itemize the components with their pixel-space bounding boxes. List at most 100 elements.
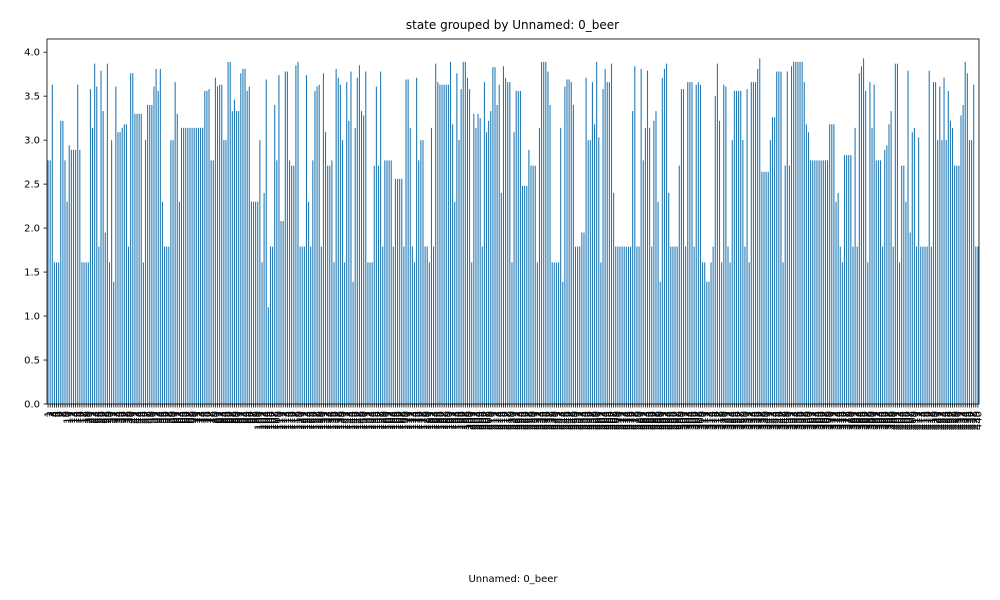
- bar: [638, 246, 640, 404]
- x-tick-label: 262: [596, 411, 607, 430]
- x-tick-label: 174: [410, 411, 421, 430]
- x-tick-label: 320: [719, 411, 730, 430]
- x-tick-label: 233: [535, 411, 546, 430]
- x-tick-label: 137: [332, 411, 343, 430]
- x-tick-label: 192: [448, 411, 459, 430]
- x-tick-label: 157: [374, 411, 385, 430]
- x-tick-label: 356: [796, 411, 807, 430]
- x-tick-label: 196: [457, 411, 468, 430]
- x-tick-label: 385: [857, 411, 868, 430]
- x-tick-label: 89: [230, 411, 241, 424]
- bar: [382, 246, 384, 404]
- x-tick-label: 27: [99, 411, 110, 424]
- x-tick-label: 22: [88, 411, 99, 424]
- x-tick-label: 2: [46, 411, 57, 417]
- bar: [714, 96, 716, 405]
- bar: [827, 160, 829, 404]
- x-tick-label: 324: [728, 411, 739, 430]
- x-tick-label: 424: [940, 411, 951, 430]
- bar: [492, 67, 494, 404]
- x-tick-label: 141: [340, 411, 351, 430]
- x-tick-label: 58: [164, 411, 175, 424]
- bar: [77, 84, 79, 404]
- x-tick-label: 245: [560, 411, 571, 430]
- x-tick-label: 397: [882, 411, 893, 430]
- bar: [449, 61, 452, 405]
- bar: [142, 262, 144, 404]
- x-tick-label: 193: [450, 411, 461, 430]
- x-tick-label: 182: [427, 411, 438, 430]
- bar: [596, 61, 598, 405]
- bar: [513, 132, 515, 405]
- bar: [680, 89, 682, 404]
- x-tick-label: 153: [366, 411, 377, 430]
- bar: [102, 111, 104, 405]
- bar: [155, 68, 157, 405]
- bar: [911, 132, 913, 405]
- bar: [375, 86, 377, 405]
- bar: [742, 140, 744, 404]
- x-tick-label: 406: [901, 411, 912, 430]
- x-tick-label: 64: [177, 411, 188, 424]
- bar: [646, 70, 649, 404]
- bar: [534, 165, 536, 404]
- bar: [930, 246, 932, 404]
- x-tick-label: 415: [920, 411, 931, 430]
- x-tick-label: 136: [330, 411, 341, 430]
- bar: [416, 77, 418, 404]
- x-tick-label: 329: [738, 411, 749, 430]
- bar: [49, 160, 51, 404]
- x-tick-label: 395: [878, 411, 889, 430]
- bar: [613, 192, 615, 404]
- x-tick-label: 366: [817, 411, 828, 430]
- bar: [899, 262, 901, 404]
- bar: [723, 84, 725, 404]
- bar: [458, 140, 460, 404]
- bar: [399, 178, 401, 404]
- bar: [206, 90, 208, 404]
- bar: [623, 246, 625, 404]
- x-tick-label: 217: [501, 411, 512, 430]
- x-tick-label: 104: [262, 411, 273, 430]
- x-tick-label: 417: [925, 411, 936, 430]
- x-tick-label: 328: [736, 411, 747, 430]
- x-tick-label: 273: [620, 411, 631, 430]
- bar: [702, 262, 704, 404]
- bar: [600, 262, 602, 404]
- bar: [833, 124, 835, 404]
- x-tick-label: 367: [819, 411, 830, 430]
- x-tick-label: 257: [586, 411, 597, 430]
- bar: [494, 67, 496, 404]
- bar: [748, 262, 750, 404]
- x-tick-label: 232: [533, 411, 544, 430]
- x-tick-label: 283: [641, 411, 652, 430]
- x-tick-label: 117: [289, 411, 300, 430]
- x-tick-label: 184: [431, 411, 442, 430]
- y-tick-label: 4.0: [24, 48, 40, 59]
- bar: [68, 145, 70, 405]
- bar: [187, 127, 189, 404]
- bar: [977, 246, 979, 404]
- bar: [161, 201, 163, 404]
- bar: [246, 90, 248, 404]
- x-tick-label: 140: [338, 411, 349, 430]
- x-tick-label: 286: [647, 411, 658, 430]
- bar: [632, 111, 634, 405]
- x-tick-label: 390: [868, 411, 879, 430]
- bar: [346, 82, 348, 404]
- bar: [274, 104, 276, 405]
- bar: [123, 124, 125, 404]
- bar: [922, 246, 924, 404]
- x-tick-label: 375: [836, 411, 847, 430]
- bar: [555, 262, 557, 404]
- bar: [85, 262, 87, 404]
- bar: [310, 246, 312, 404]
- bar: [174, 82, 176, 404]
- bar: [117, 132, 119, 405]
- x-tick-label: 119: [294, 411, 305, 430]
- bar: [803, 82, 805, 404]
- bar: [822, 160, 824, 404]
- bar: [401, 178, 403, 404]
- x-tick-label: 63: [175, 411, 186, 424]
- x-tick-label: 121: [298, 411, 309, 430]
